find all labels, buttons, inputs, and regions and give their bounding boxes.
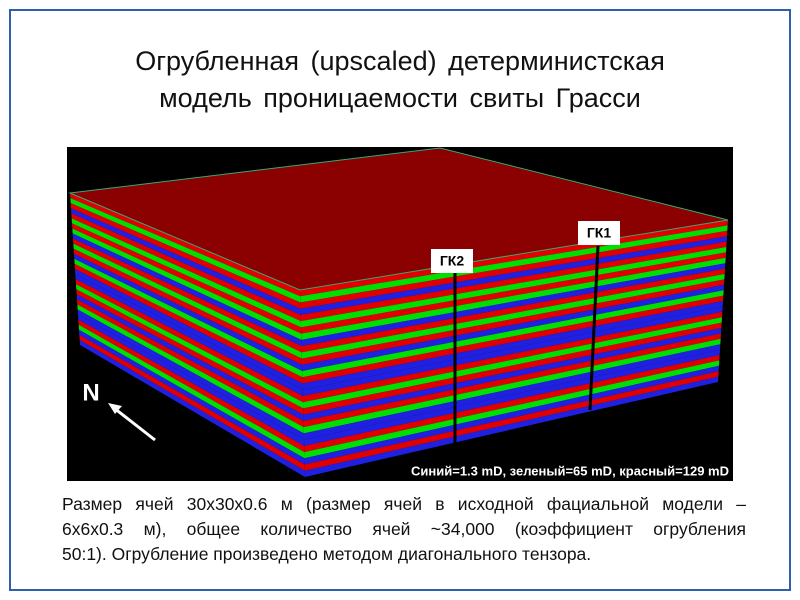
layer-stripe [300,247,727,328]
layer-stripe [78,319,305,453]
layer-stripe [72,223,302,334]
layer-stripe [302,306,723,396]
layer-stripe [304,349,720,446]
layer-stripe [301,252,726,334]
layer-stripe [70,203,301,309]
north-arrow [113,406,156,442]
layer-stripe [304,365,719,465]
description: 50:1). Огрубление произведено методом ди… [62,544,592,564]
layer-stripe [302,311,723,403]
layer-stripe [73,248,303,365]
north-label: N [82,379,99,406]
layer-stripe [303,317,722,409]
layer-stripe [74,258,303,378]
well-label-box [578,221,620,245]
layer-stripe [77,299,304,428]
layer-stripe [304,360,720,459]
layer-stripe [79,339,306,477]
layer-stripe [70,198,301,303]
north-arrow-head [108,403,122,414]
well-label-box [431,249,473,273]
layer-stripe [78,314,305,446]
layer-stripe [79,329,305,465]
layer-stripe [71,218,302,328]
layer-stripe [74,263,303,384]
layer-stripe [301,263,726,347]
layer-stripe [71,208,301,315]
layer-stripe [304,376,719,477]
layer-stripe [76,284,304,409]
layer-stripe [75,279,304,403]
legend: Синий=1.3 mD, зеленый=65 mD, красный=129… [411,463,729,478]
layer-stripe [303,322,722,415]
layer-stripe [303,328,722,421]
well [588,245,600,411]
layer-stripe [72,228,302,340]
layer-stripe [303,344,721,440]
layer-stripe [302,295,724,384]
layer-stripe [304,355,720,453]
layer-stripe [77,309,305,440]
layer-stripe [70,193,301,297]
title: Огрубленная (upscaled) детерминистская [135,46,665,76]
layer-stripe [302,301,723,390]
layer-stripe [73,238,302,353]
model-block [70,193,728,477]
layer-stripe [75,274,303,396]
model-image: ГК2 ГК1 N Синий=1.3 mD, зеленый=65 mD, к… [67,147,733,481]
layer-stripe [303,338,721,434]
layer-stripe [300,220,728,297]
layer-stripe [300,241,727,322]
layer-stripe [75,269,303,390]
layer-stripe [72,233,302,347]
frame [9,9,791,591]
layer-stripe [301,257,726,340]
layer-stripe [300,230,728,309]
layer-stripe [76,289,304,415]
layer-stripe [71,213,301,322]
layer-stripe [76,294,304,421]
layer-stripe [73,243,302,359]
layer-stripe [79,334,305,471]
layer-stripe [74,253,303,372]
layer-stripe [301,268,725,353]
layer-stripe [301,274,725,359]
title: модель проницаемости свиты Грасси [159,83,641,113]
well-label: ГК1 [587,225,611,241]
layer-stripe [300,236,727,315]
layer-stripe [78,324,305,459]
layer-stripe [304,371,719,471]
layer-stripe [301,279,725,365]
top-face [68,147,729,291]
layer-stripe [302,290,724,378]
layer-stripe [303,333,721,428]
description: 6x6x0.3 м), общее количество ячей ~34,00… [62,519,746,539]
layer-stripe [302,284,724,372]
layer-stripe [300,225,728,303]
layer-stripe [77,304,304,434]
description: Размер ячей 30x30x0.6 м (размер ячей в и… [62,494,746,514]
well-label: ГК2 [440,253,464,269]
